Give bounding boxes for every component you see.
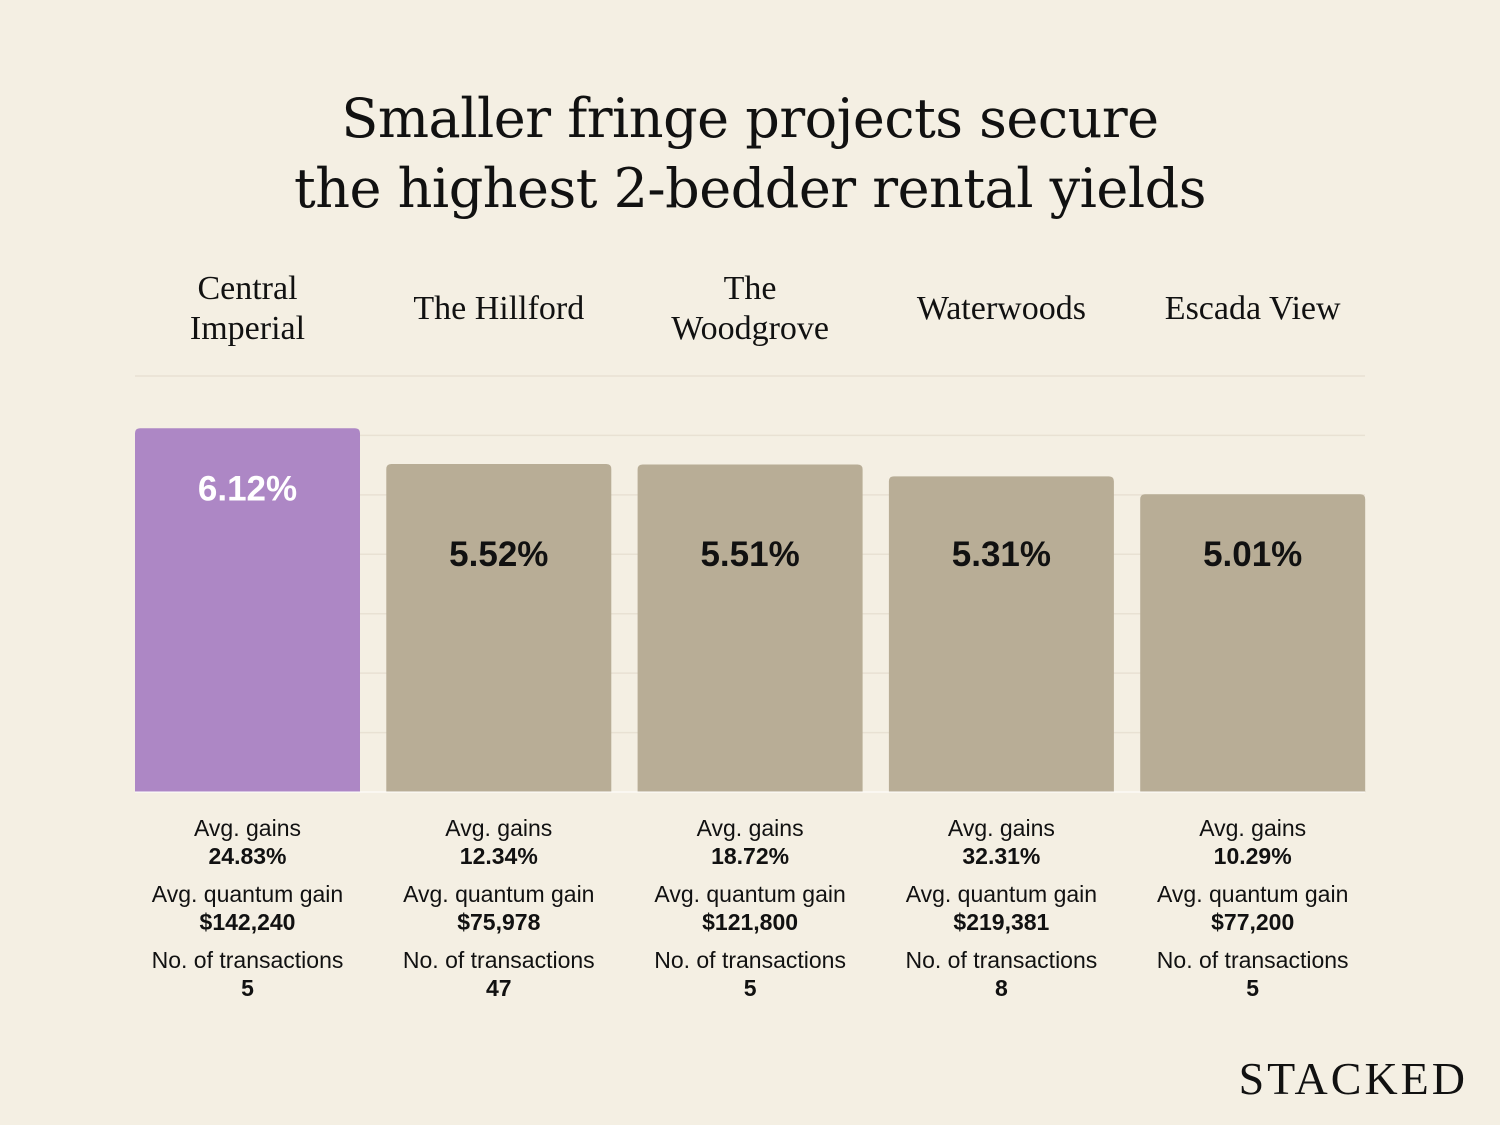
stat-value-transactions: 5 bbox=[241, 975, 254, 1001]
data-label: 5.31% bbox=[952, 535, 1051, 574]
category-label-line: Woodgrove bbox=[671, 310, 829, 347]
bar bbox=[386, 463, 612, 792]
stat-value-gains: 32.31% bbox=[962, 843, 1041, 869]
stat-label-quantum: Avg. quantum gain bbox=[151, 881, 344, 907]
category-label-line: Waterwoods bbox=[916, 290, 1086, 327]
stat-label-quantum: Avg. quantum gain bbox=[654, 881, 846, 907]
stat-value-gains: 24.83% bbox=[208, 843, 287, 869]
stat-value-gains: 18.72% bbox=[711, 843, 790, 869]
bar-stats: Avg. gains 10.29% Avg. quantum gain $77,200… bbox=[1127, 814, 1378, 1002]
chart-title: Smaller fringe projects secure the highe… bbox=[0, 84, 1500, 224]
bar bbox=[637, 464, 863, 792]
title-line: the highest 2-bedder rental yields bbox=[294, 157, 1206, 220]
stat-label-transactions: No. of transactions bbox=[905, 947, 1098, 973]
data-label: 5.51% bbox=[700, 535, 799, 574]
stat-label-gains: Avg. gains bbox=[696, 815, 804, 841]
category-label-line: Escada View bbox=[1164, 290, 1341, 327]
stat-label-gains: Avg. gains bbox=[947, 815, 1055, 841]
stat-label-gains: Avg. gains bbox=[194, 815, 301, 841]
category-label-line: The Hillford bbox=[413, 290, 585, 327]
stat-label-gains: Avg. gains bbox=[1199, 815, 1307, 841]
bar-stats: Avg. gains 12.34% Avg. quantum gain $75,978… bbox=[373, 814, 624, 1002]
stat-label-quantum: Avg. quantum gain bbox=[905, 881, 1098, 907]
stat-label-quantum: Avg. quantum gain bbox=[1156, 881, 1349, 907]
title-line: Smaller fringe projects secure bbox=[341, 87, 1159, 150]
data-label: 5.52% bbox=[449, 535, 548, 574]
stacked-logo: STACKED bbox=[1238, 1053, 1468, 1104]
category-label-line: Imperial bbox=[189, 310, 306, 347]
stat-value-transactions: 8 bbox=[994, 975, 1008, 1001]
category-label-line: The bbox=[723, 270, 777, 307]
stat-label-transactions: No. of transactions bbox=[654, 947, 846, 973]
stat-value-transactions: 5 bbox=[743, 975, 757, 1001]
category-label: Central Imperial bbox=[122, 268, 373, 350]
bar bbox=[888, 476, 1114, 792]
stat-value-transactions: 47 bbox=[486, 975, 512, 1001]
bar-stats: Avg. gains 18.72% Avg. quantum gain $121,80… bbox=[625, 814, 876, 1002]
stat-label-gains: Avg. gains bbox=[445, 815, 553, 841]
stat-value-gains: 10.29% bbox=[1213, 843, 1292, 869]
stat-label-transactions: No. of transactions bbox=[1156, 947, 1349, 973]
stat-value-quantum: $75,978 bbox=[457, 909, 541, 935]
data-label: 5.01% bbox=[1203, 535, 1302, 574]
stat-label-transactions: No. of transactions bbox=[151, 947, 344, 973]
bar-stats: Avg. gains 24.83% Avg. quantum gain $142,24… bbox=[122, 814, 373, 1002]
stat-value-quantum: $142,240 bbox=[199, 909, 296, 935]
category-label: The Woodgrove bbox=[625, 268, 876, 350]
bar bbox=[1140, 494, 1366, 792]
category-label-line: Central bbox=[197, 270, 298, 307]
bar bbox=[135, 428, 360, 792]
stat-label-transactions: No. of transactions bbox=[402, 947, 595, 973]
category-label: Escada View bbox=[1127, 268, 1378, 350]
stat-value-quantum: $219,381 bbox=[953, 909, 1050, 935]
stat-value-transactions: 5 bbox=[1246, 975, 1260, 1001]
category-label: The Hillford bbox=[373, 268, 624, 350]
stat-label-quantum: Avg. quantum gain bbox=[403, 881, 595, 907]
stat-value-quantum: $121,800 bbox=[702, 909, 799, 935]
bar-stats: Avg. gains 32.31% Avg. quantum gain $219,38… bbox=[876, 814, 1127, 1002]
category-label: Waterwoods bbox=[876, 268, 1127, 350]
stat-value-gains: 12.34% bbox=[459, 843, 538, 869]
data-label: 6.12% bbox=[198, 469, 297, 508]
stat-value-quantum: $77,200 bbox=[1211, 909, 1295, 935]
